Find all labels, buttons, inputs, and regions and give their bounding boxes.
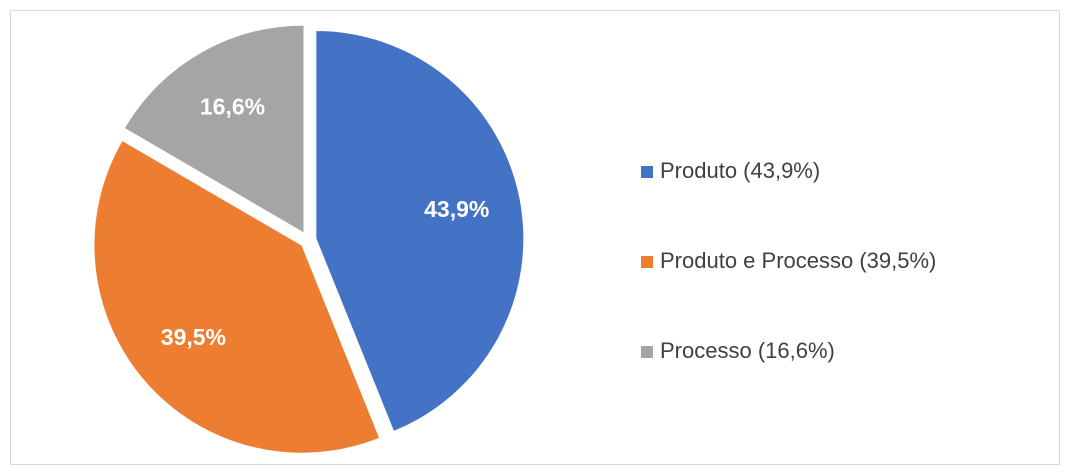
data-label: 39,5% bbox=[161, 324, 226, 350]
pie-slice bbox=[315, 29, 525, 433]
legend-label: Processo (16,6%) bbox=[660, 338, 835, 363]
pie-slice bbox=[93, 139, 381, 454]
data-label: 43,9% bbox=[424, 196, 489, 222]
legend-swatch bbox=[641, 346, 653, 358]
legend-swatch bbox=[641, 256, 653, 268]
legend-label: Produto (43,9%) bbox=[660, 158, 820, 183]
legend-label: Produto e Processo (39,5%) bbox=[660, 248, 936, 273]
legend-swatch bbox=[641, 166, 653, 178]
pie-slice bbox=[123, 24, 305, 234]
data-label: 16,6% bbox=[200, 94, 265, 120]
